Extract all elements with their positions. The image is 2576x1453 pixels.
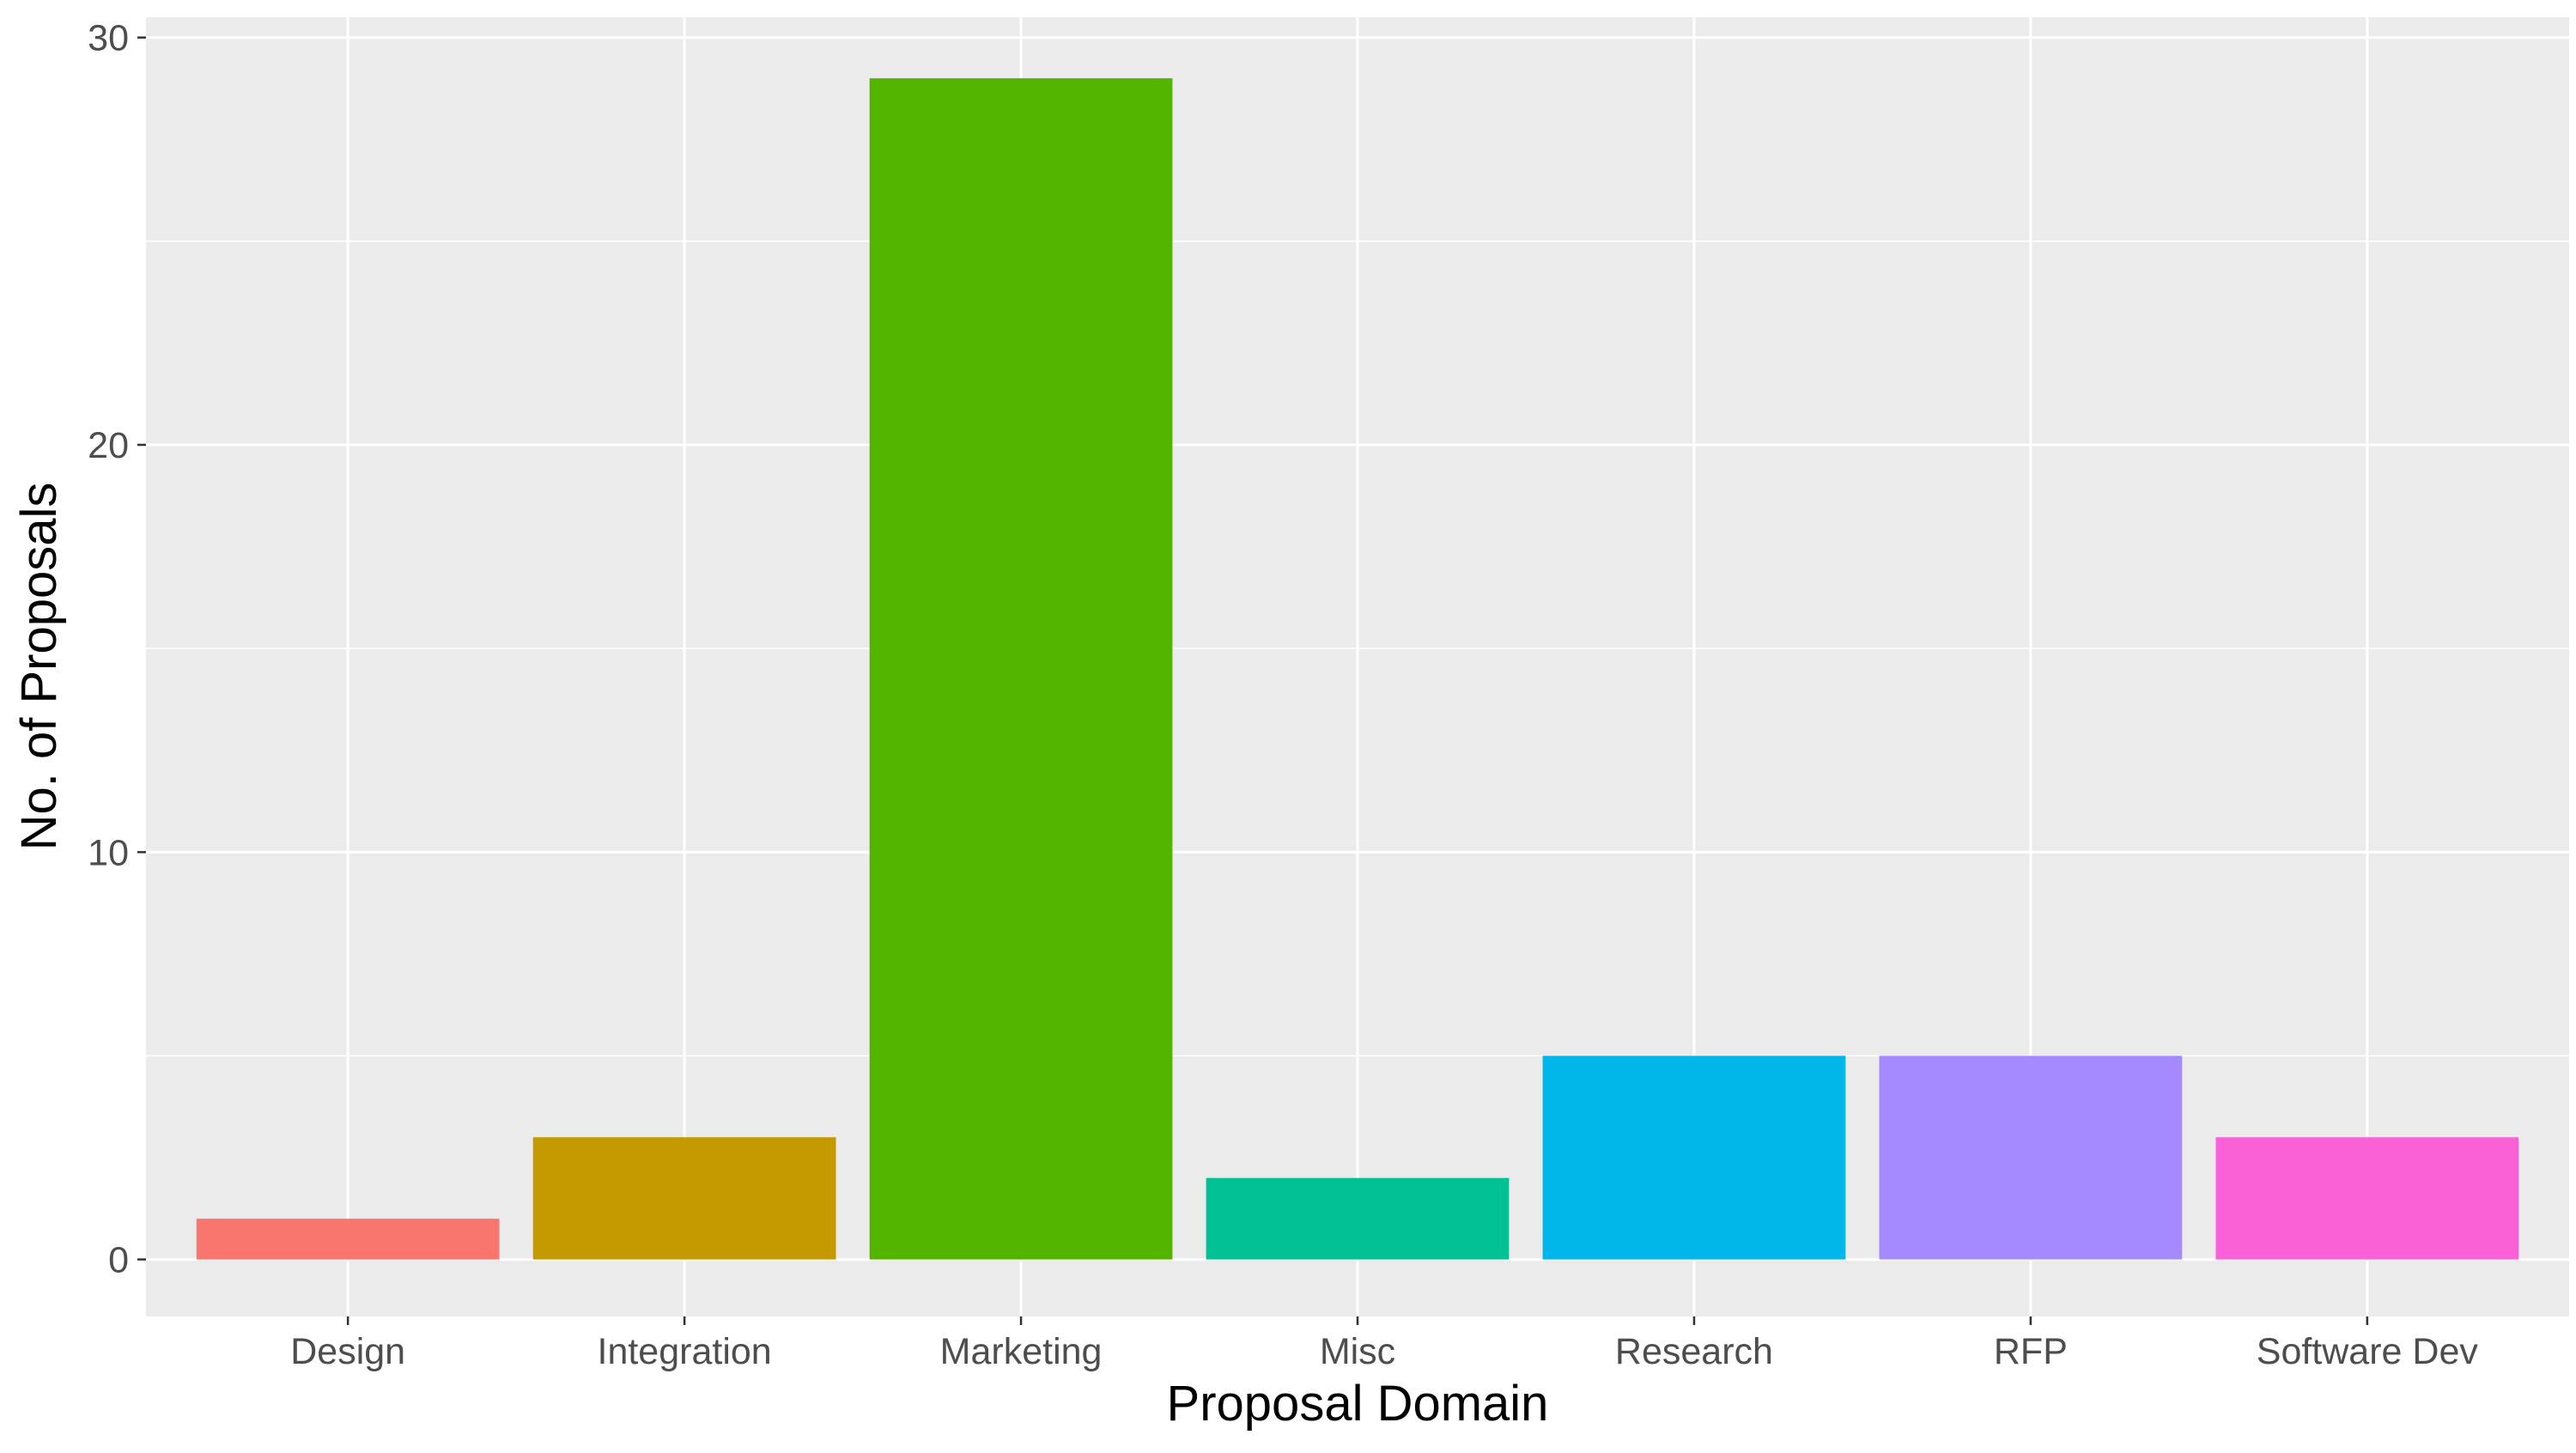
x-tick-label: Marketing: [940, 1331, 1103, 1372]
bar-design: [196, 1219, 500, 1260]
x-tick-label: Design: [290, 1331, 405, 1372]
y-tick-label: 10: [88, 832, 129, 873]
bar-rfp: [1879, 1055, 2183, 1260]
bar-marketing: [869, 78, 1173, 1260]
x-tick-label: Misc: [1320, 1331, 1395, 1372]
bar-software-dev: [2215, 1137, 2519, 1260]
bar-integration: [532, 1137, 836, 1260]
x-tick-label: Research: [1615, 1331, 1773, 1372]
x-tick-label: Software Dev: [2257, 1331, 2479, 1372]
y-tick-label: 20: [88, 425, 129, 466]
x-tick-label: Integration: [598, 1331, 772, 1372]
bar-misc: [1206, 1177, 1510, 1260]
x-tick-label: RFP: [1994, 1331, 2068, 1372]
y-axis: 0 10 20 30: [88, 18, 146, 1281]
bar-research: [1542, 1055, 1846, 1260]
y-axis-title: No. of Proposals: [11, 483, 67, 851]
y-tick-label: 30: [88, 18, 129, 59]
x-axis: Design Integration Marketing Misc Research RF…: [290, 1316, 2478, 1372]
y-tick-label: 0: [108, 1240, 129, 1281]
x-axis-title: Proposal Domain: [1167, 1376, 1549, 1432]
bars-group: [196, 78, 2519, 1260]
